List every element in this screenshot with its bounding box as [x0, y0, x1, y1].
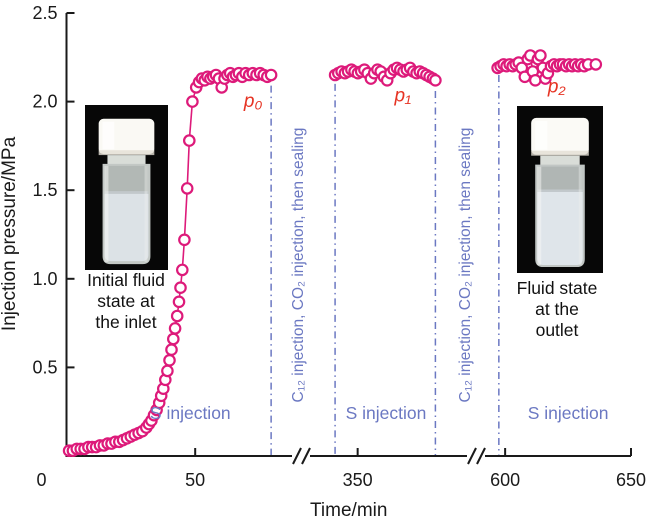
data-point-marker	[165, 343, 178, 356]
data-point-marker	[264, 68, 278, 82]
y-axis-title: Injection pressure/MPa	[0, 136, 20, 331]
x-tick-label: 650	[616, 470, 646, 490]
data-point-marker	[429, 74, 442, 87]
y-tick-label: 2.0	[32, 92, 57, 112]
pressure-level-label: p₁	[394, 86, 412, 107]
phase-label: S injection	[346, 403, 427, 423]
outlet-photo-caption: Fluid state at the outlet	[516, 278, 598, 340]
outlet-vial-image	[517, 106, 603, 273]
vial-cap-highlight	[535, 120, 548, 150]
series-group	[62, 49, 603, 457]
pressure-level-label: p₂	[547, 77, 567, 98]
axis-break-mark	[301, 447, 311, 465]
data-point-marker	[163, 353, 176, 367]
vial-neck	[107, 155, 146, 165]
data-point-marker	[161, 364, 174, 378]
vial-neck	[540, 155, 580, 166]
axis-break-mark	[476, 447, 486, 465]
data-point-marker	[589, 58, 603, 71]
phase-lines-group	[270, 75, 500, 455]
data-point-marker	[176, 263, 189, 277]
glass-highlight-left	[104, 165, 109, 263]
glass-highlight-right	[578, 166, 582, 266]
liquid-meniscus	[104, 191, 149, 194]
axis-break-gap	[292, 454, 310, 458]
vial-glass-shading	[105, 165, 148, 192]
data-point-marker	[178, 233, 191, 247]
data-point-marker	[172, 295, 186, 309]
phase-label: S injection	[528, 403, 609, 423]
vial-liquid	[537, 189, 583, 266]
outlet-vial-photo	[517, 106, 603, 273]
vial-cap-highlight	[102, 121, 115, 150]
pressure-level-label: p₀	[243, 91, 263, 112]
vial-cap-rim	[98, 150, 155, 156]
x-tick-label: 0	[36, 470, 46, 490]
data-point-marker	[534, 49, 547, 62]
process-label: C₁₂ injection, CO₂ injection, then seali…	[290, 128, 307, 403]
x-tick-label: 50	[185, 470, 205, 490]
data-point-marker	[168, 322, 182, 335]
vial-glass-shading	[538, 166, 582, 190]
x-tick-label: 350	[343, 470, 373, 490]
glass-highlight-left	[537, 166, 542, 266]
x-axis-title: Time/min	[310, 500, 387, 521]
axis-break-mark	[467, 447, 477, 465]
inlet-vial-photo	[85, 105, 168, 270]
data-point-marker	[186, 95, 199, 108]
y-tick-label: 1.5	[32, 180, 57, 200]
y-tick-label: 2.5	[32, 3, 57, 23]
data-point-marker	[170, 309, 184, 323]
inlet-vial-image	[85, 105, 168, 270]
inlet-photo-caption: Initial fluid state at the inlet	[87, 270, 165, 332]
x-tick-label: 600	[490, 470, 520, 490]
y-tick-label: 1.0	[32, 269, 57, 289]
glass-highlight-right	[144, 165, 148, 263]
y-tick-label: 0.5	[32, 357, 57, 377]
axes-group: 0.5 1.0 1.5 2.0 2.5 0 50 350 600 650	[32, 3, 646, 490]
data-point-marker	[174, 281, 187, 294]
labels-group: Time/min Injection pressure/MPa S injectio…	[0, 77, 608, 521]
data-point-marker	[167, 332, 180, 346]
liquid-meniscus	[537, 189, 583, 192]
data-point-marker	[180, 182, 194, 195]
process-label: C₁₂ injection, CO₂ injection, then seali…	[457, 128, 474, 403]
vial-cap-rim	[531, 150, 589, 156]
axis-break-gap	[467, 454, 485, 458]
vial-liquid	[104, 191, 149, 262]
data-point-marker	[183, 134, 196, 147]
axis-break-mark	[292, 447, 302, 465]
phase-label: S injection	[150, 403, 231, 423]
data-point-marker	[528, 74, 542, 87]
